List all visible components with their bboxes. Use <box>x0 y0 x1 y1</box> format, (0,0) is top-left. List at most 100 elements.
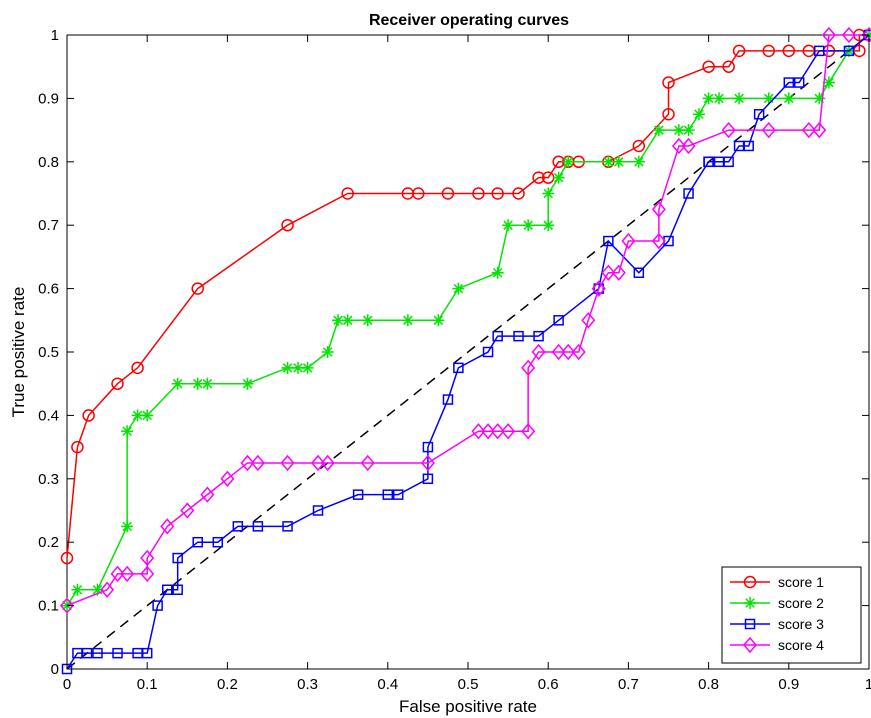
score-3-point <box>814 45 825 57</box>
legend-label: score 4 <box>778 637 824 653</box>
x-tick-label: 0.5 <box>458 676 479 693</box>
score-1-point <box>131 361 144 375</box>
score-3-point <box>232 521 244 532</box>
score-4-point <box>110 565 125 583</box>
score-1-point <box>532 171 545 184</box>
score-4-point <box>761 121 776 139</box>
x-tick-label: 0.4 <box>377 676 398 693</box>
score-1-point <box>722 60 735 73</box>
score-2-point <box>552 171 565 184</box>
x-tick-label: 0.1 <box>137 676 158 693</box>
score-3-point <box>312 505 324 516</box>
score-1-point <box>82 409 95 422</box>
score-3-point <box>442 394 454 405</box>
legend: score 1 score 2 score 3 score 4 <box>721 566 862 664</box>
score-4-point <box>100 581 115 598</box>
score-3-point <box>753 109 765 120</box>
legend-score-2-point <box>744 597 756 609</box>
score-4-point <box>200 486 215 503</box>
score-2-point <box>522 219 535 232</box>
score-4-point <box>531 343 546 361</box>
score-2-point <box>321 346 334 358</box>
score-4-point <box>481 423 496 440</box>
score-4-line <box>66 34 869 607</box>
score-3-point <box>603 235 614 247</box>
legend-entry: score 3 <box>730 616 824 632</box>
score-2-point <box>361 314 374 327</box>
y-tick-label: 0 <box>51 661 59 678</box>
score-1-line <box>66 34 869 559</box>
score-1-series <box>60 28 871 565</box>
score-3-point <box>192 536 203 548</box>
score-2-point <box>713 92 726 105</box>
x-tick-label: 0.2 <box>217 676 238 693</box>
score-4-point <box>180 502 195 519</box>
score-4-point <box>320 454 335 472</box>
score-3-point <box>422 473 434 485</box>
score-4-point <box>140 549 155 567</box>
score-1-point <box>60 551 74 565</box>
y-tick-label: 0.3 <box>38 471 59 488</box>
score-2-point <box>562 155 575 168</box>
score-3-point <box>212 536 224 548</box>
score-2-point <box>491 266 504 279</box>
score-2-point <box>301 361 314 374</box>
score-2-point <box>542 219 555 232</box>
score-4-point <box>821 26 836 44</box>
score-4-point <box>651 232 666 250</box>
score-2-point <box>432 314 445 327</box>
score-1-point <box>732 44 746 58</box>
score-4-point <box>611 264 626 281</box>
y-tick-label: 0.1 <box>38 598 59 615</box>
score-3-point <box>172 584 183 595</box>
x-tick-label: 0.3 <box>297 676 318 693</box>
score-2-point <box>692 108 705 121</box>
score-2-point <box>332 314 345 327</box>
score-2-point <box>452 282 465 295</box>
score-2-point <box>602 155 615 168</box>
score-3-point <box>633 267 645 278</box>
reference-diagonal-line <box>66 34 870 670</box>
score-4-point <box>160 518 175 535</box>
legend-label: score 3 <box>778 616 824 632</box>
score-3-point <box>282 521 293 532</box>
score-3-point <box>112 647 123 659</box>
score-3-point <box>141 647 153 659</box>
score-4-point <box>140 565 155 583</box>
score-4-point <box>60 597 74 614</box>
score-3-point <box>252 521 264 532</box>
score-4-point <box>812 121 827 139</box>
y-tick-label: 0.4 <box>38 407 59 424</box>
x-tick-label: 0.6 <box>538 676 559 693</box>
score-4-point <box>360 454 375 472</box>
score-1-point <box>191 282 204 295</box>
score-2-point <box>201 377 214 390</box>
score-3-point <box>593 283 604 294</box>
legend-score-3-point <box>744 618 756 630</box>
score-3-point <box>723 156 734 168</box>
score-1-point <box>762 44 775 58</box>
y-tick-label: 1 <box>51 27 59 44</box>
legend-entry: score 2 <box>730 595 824 611</box>
score-2-point <box>121 425 134 438</box>
score-3-point <box>783 77 795 88</box>
score-3-point <box>162 584 173 595</box>
plot-area <box>60 26 871 675</box>
score-1-point <box>111 377 124 390</box>
score-2-point <box>121 520 134 533</box>
score-4-series <box>60 26 871 614</box>
score-4-point <box>681 137 696 155</box>
y-tick-label: 0.8 <box>38 154 59 171</box>
score-2-point <box>91 583 104 596</box>
score-1-point <box>632 139 646 153</box>
score-3-point <box>92 647 103 659</box>
score-1-point <box>71 440 84 454</box>
score-1-point <box>412 187 425 200</box>
score-2-point <box>632 155 645 168</box>
score-4-point <box>561 343 576 361</box>
score-2-point <box>71 583 84 596</box>
score-1-point <box>782 44 796 58</box>
score-1-point <box>662 108 675 121</box>
score-2-point <box>281 361 294 374</box>
score-2-point <box>782 92 795 105</box>
